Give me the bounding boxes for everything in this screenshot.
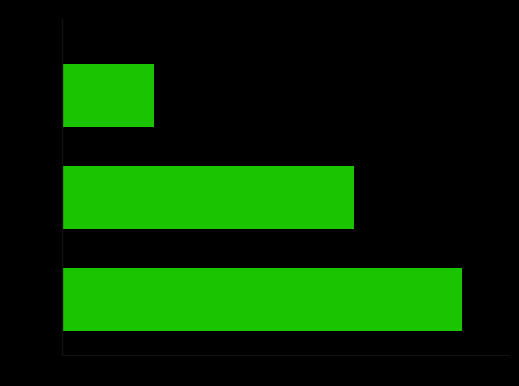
- Bar: [62, 267, 461, 331]
- Bar: [62, 64, 154, 127]
- Bar: [62, 166, 354, 229]
